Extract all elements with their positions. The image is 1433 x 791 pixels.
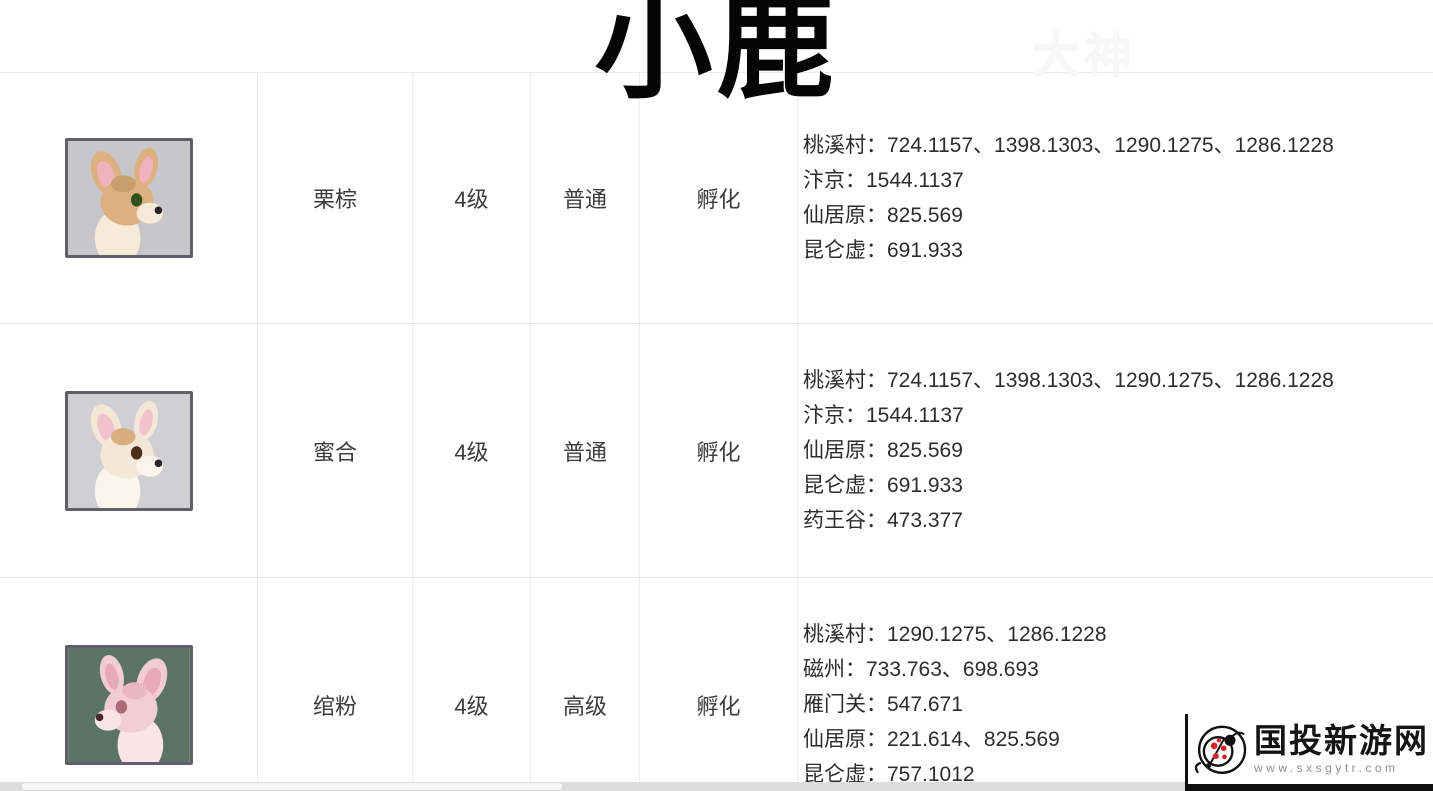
pet-table: 栗棕 4级 普通 孵化 桃溪村：724.1157、1398.1303、1290.… bbox=[0, 72, 1433, 791]
pet-image-cell bbox=[0, 324, 258, 577]
pet-obtain-method: 孵化 bbox=[640, 578, 798, 791]
pet-locations: 桃溪村：1290.1275、1286.1228 磁州：733.763、698.6… bbox=[798, 578, 1433, 791]
pet-image-cell bbox=[0, 578, 258, 791]
deer-icon bbox=[67, 647, 190, 762]
location-line: 昆仑虚：757.1012 bbox=[803, 763, 975, 786]
pet-rarity: 高级 bbox=[531, 578, 640, 791]
location-line: 仙居原：825.569 bbox=[803, 439, 963, 462]
pet-locations: 桃溪村：724.1157、1398.1303、1290.1275、1286.12… bbox=[798, 324, 1433, 577]
deer-image-chestnut bbox=[64, 138, 193, 258]
scrollbar-thumb[interactable] bbox=[22, 783, 562, 790]
table-row: 蜜合 4级 普通 孵化 桃溪村：724.1157、1398.1303、1290.… bbox=[0, 324, 1433, 578]
location-line: 药王谷：473.377 bbox=[803, 509, 963, 532]
site-logo: 国投新游网 www.sxsgytr.com bbox=[1185, 714, 1433, 791]
location-line: 汴京：1544.1137 bbox=[803, 169, 964, 192]
location-line: 桃溪村：724.1157、1398.1303、1290.1275、1286.12… bbox=[803, 369, 1334, 392]
pet-obtain-method: 孵化 bbox=[640, 73, 798, 323]
site-name: 国投新游网 bbox=[1254, 721, 1429, 759]
location-line: 仙居原：221.614、825.569 bbox=[803, 728, 1060, 751]
table-row: 绾粉 4级 高级 孵化 桃溪村：1290.1275、1286.1228 磁州：7… bbox=[0, 578, 1433, 791]
location-line: 桃溪村：724.1157、1398.1303、1290.1275、1286.12… bbox=[803, 134, 1334, 157]
pet-level: 4级 bbox=[413, 324, 531, 577]
page-title: 小鹿 bbox=[594, 0, 839, 113]
location-line: 昆仑虚：691.933 bbox=[803, 474, 963, 497]
pet-level: 4级 bbox=[413, 578, 531, 791]
location-line: 汴京：1544.1137 bbox=[803, 404, 964, 427]
pet-locations: 桃溪村：724.1157、1398.1303、1290.1275、1286.12… bbox=[798, 73, 1433, 323]
pet-color-name: 绾粉 bbox=[258, 578, 413, 791]
pet-color-name: 蜜合 bbox=[258, 324, 413, 577]
location-line: 仙居原：825.569 bbox=[803, 204, 963, 227]
pet-rarity: 普通 bbox=[531, 324, 640, 577]
site-logo-text: 国投新游网 www.sxsgytr.com bbox=[1254, 721, 1429, 776]
table-row: 栗棕 4级 普通 孵化 桃溪村：724.1157、1398.1303、1290.… bbox=[0, 73, 1433, 324]
pet-color-name: 栗棕 bbox=[258, 73, 413, 323]
pet-image-cell bbox=[0, 73, 258, 323]
deer-icon bbox=[67, 393, 190, 508]
location-line: 昆仑虚：691.933 bbox=[803, 239, 963, 262]
location-line: 磁州：733.763、698.693 bbox=[803, 658, 1039, 681]
deer-icon bbox=[67, 141, 190, 255]
deer-image-honey bbox=[64, 390, 193, 511]
site-url: www.sxsgytr.com bbox=[1254, 761, 1399, 776]
pet-level: 4级 bbox=[413, 73, 531, 323]
horizontal-scrollbar[interactable] bbox=[0, 782, 1433, 791]
pet-obtain-method: 孵化 bbox=[640, 324, 798, 577]
ladybug-icon bbox=[1194, 725, 1247, 774]
deer-image-pink bbox=[64, 644, 193, 765]
pet-rarity: 普通 bbox=[531, 73, 640, 323]
watermark-text: 大神 bbox=[1032, 30, 1137, 83]
location-line: 雁门关：547.671 bbox=[803, 693, 963, 716]
location-line: 桃溪村：1290.1275、1286.1228 bbox=[803, 623, 1107, 646]
